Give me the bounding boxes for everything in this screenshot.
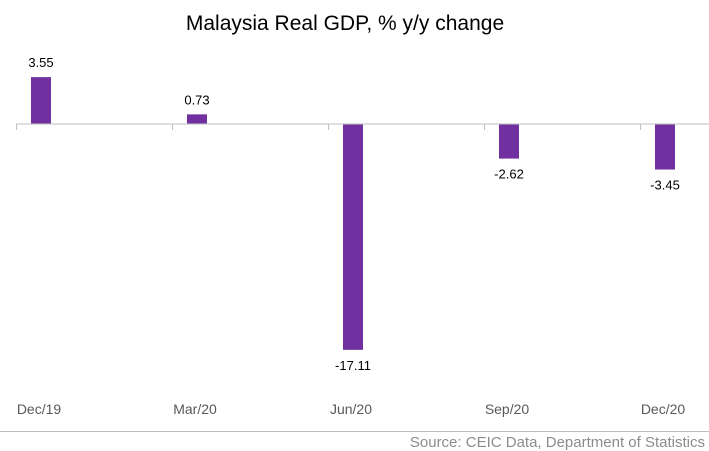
bar-jun-20 [343,124,363,350]
source-note: Source: CEIC Data, Department of Statist… [410,434,705,451]
x-tick-label: Sep/20 [485,401,530,417]
x-tick-label: Mar/20 [173,401,217,417]
x-tick-label: Jun/20 [330,401,372,417]
data-label: -3.45 [650,178,680,193]
bar-dec-20 [655,124,675,170]
bar-dec-19 [31,77,51,124]
data-label: 0.73 [184,92,209,107]
x-tick-label: Dec/19 [17,401,62,417]
chart-title: Malaysia Real GDP, % y/y change [186,12,504,35]
bar-sep-20 [499,124,519,159]
data-label: -17.11 [335,358,371,373]
data-label: -2.62 [494,167,524,182]
x-tick-label: Dec/20 [641,401,686,417]
data-label: 3.55 [28,55,53,70]
bar-mar-20 [187,114,207,124]
